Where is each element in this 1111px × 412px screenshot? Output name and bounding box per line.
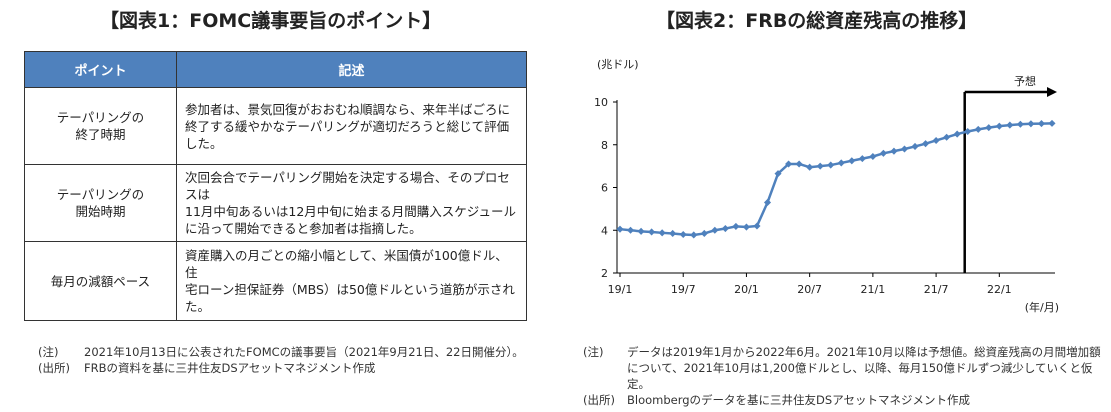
row-item-line: 開始時期 [75,204,126,219]
data-point [774,170,782,178]
row-item: テーパリングの 開始時期 [24,164,177,242]
table-title: 【図表1：FOMC議事要旨のポイント】 [100,10,442,32]
data-point [879,149,887,157]
x-tick-label: 19/1 [608,283,633,296]
data-point [869,152,877,161]
note-row: (注) 2021年10月13日に公表されたFOMCの議事要旨（2021年9月21… [38,344,548,360]
x-tick-label: 21/7 [924,283,949,296]
source-label: (出所) [583,393,615,407]
data-point [785,160,793,168]
row-description: 資産購入の月ごとの縮小幅として、米国債が100億ドル、住 宅ローン担保証券（MB… [176,241,527,321]
source-text: Bloombergのデータを基に三井住友DSアセットマネジメント作成 [627,393,970,407]
data-point [1048,119,1056,127]
row-description-line: に沿って開始できると参加者は指摘した。 [185,221,422,236]
data-point [616,225,624,233]
data-point [932,136,940,145]
y-tick-label: 2 [601,267,608,280]
data-point [922,140,930,148]
table-row: 毎月の減額ペース 資産購入の月ごとの縮小幅として、米国債が100億ドル、住 宅ロ… [24,241,527,321]
x-axis-label: (年/月) [1025,300,1059,314]
data-point [1037,120,1045,128]
series-line [619,122,1053,237]
x-tick-label: 20/7 [797,283,822,296]
column-header-description: 記述 [176,51,527,88]
table-row: テーパリングの 終了時期 参加者は、景気回復がおおむね順調なら、来年半ばごろに … [24,87,527,165]
note-row: (注) データは2019年1月から2022年6月。2021年10月以降は予想値。… [583,344,1103,392]
y-tick-label: 6 [601,182,608,195]
row-item-line: 毎月の減額ペース [50,273,151,289]
row-item-line: テーパリングの [56,110,145,125]
data-point [648,228,656,236]
row-description-line: た。 [185,299,211,314]
data-point [658,229,666,237]
data-point [732,222,740,230]
x-tick-label: 19/7 [671,283,696,296]
data-point [995,122,1003,130]
data-point [795,160,803,168]
y-axis-label: (兆ドル) [597,58,639,71]
row-item-line: 終了時期 [75,127,126,142]
source-text: FRBの資料を基に三井住友DSアセットマネジメント作成 [84,361,376,375]
data-point [890,147,898,155]
data-point [974,125,982,133]
fed-balance-sheet-chart: 2 4 6 8 10 19/1 19/7 20/1 20/7 21/1 21/7 22/1 (兆ドル) (… [594,58,1059,314]
data-point [637,227,645,235]
row-description: 次回会合でテーパリング開始を決定する場合、そのプロセスは 11月中旬あるいは12… [176,164,527,242]
source-row: (出所) FRBの資料を基に三井住友DSアセットマネジメント作成 [38,360,548,376]
data-point [721,225,729,233]
data-point [1006,121,1014,129]
row-description-line: 資産購入の月ごとの縮小幅として、米国債が100億ドル、住 [185,248,508,280]
data-point [742,223,750,231]
data-point [837,159,845,167]
data-point [900,145,909,153]
data-point [806,163,814,171]
y-tick-label: 4 [601,224,608,237]
fomc-points-table: ポイント 記述 テーパリングの 終了時期 参加者は、景気回復がおおむね順調なら、… [24,51,527,321]
data-point [690,231,698,239]
note-label: (注) [583,345,604,359]
data-point [711,226,719,234]
x-tick-label: 22/1 [987,283,1012,296]
data-point [943,133,951,141]
data-point [816,162,824,170]
note-text: データは2019年1月から2022年6月。2021年10月以降は予想値。総資産残… [627,345,1101,391]
table-notes: (注) 2021年10月13日に公表されたFOMCの議事要旨（2021年9月21… [38,344,548,376]
forecast-label: 予想 [1014,74,1036,88]
row-description: 参加者は、景気回復がおおむね順調なら、来年半ばごろに 終了する緩やかなテーパリン… [176,87,527,165]
row-description-line: 終了する緩やかなテーパリングが適切だろうと総じて評価した。 [185,118,510,151]
x-tick-label: 21/1 [861,283,886,296]
source-label: (出所) [38,361,70,375]
row-description-line: 次回会合でテーパリング開始を決定する場合、そのプロセスは [185,170,510,202]
forecast-arrow-head [1047,87,1057,97]
y-tick-label: 8 [601,139,608,152]
row-description-line: 宅ローン担保証券（MBS）は50億ドルという道筋が示され [185,282,515,297]
row-item-line: テーパリングの [56,187,145,202]
data-point [911,142,919,150]
data-point [669,229,677,237]
y-tick-label: 10 [594,96,608,109]
note-text: 2021年10月13日に公表されたFOMCの議事要旨（2021年9月21日、22… [84,345,524,359]
table-row: テーパリングの 開始時期 次回会合でテーパリング開始を決定する場合、そのプロセス… [24,164,527,242]
row-description-line: 参加者は、景気回復がおおむね順調なら、来年半ばごろに [185,101,511,117]
x-tick-label: 20/1 [734,283,759,296]
data-point [627,226,635,234]
source-row: (出所) Bloombergのデータを基に三井住友DSアセットマネジメント作成 [583,392,1103,408]
data-point [985,124,993,132]
row-item: テーパリングの 終了時期 [24,87,177,165]
data-point [1027,120,1035,128]
chart-notes: (注) データは2019年1月から2022年6月。2021年10月以降は予想値。… [583,344,1103,408]
data-point [827,161,835,169]
row-description-line: 11月中旬あるいは12月中旬に始まる月間購入スケジュール [185,204,516,219]
data-point [848,157,856,165]
data-point [858,155,866,163]
data-point [763,198,772,206]
chart-title: 【図表2：FRBの総資産残高の推移】 [656,10,978,32]
column-header-point: ポイント [24,51,177,88]
row-item: 毎月の減額ペース [24,241,177,321]
data-point [700,229,708,237]
data-point [679,230,687,239]
data-point [1016,120,1024,128]
note-label: (注) [38,345,59,359]
data-point [953,130,961,138]
